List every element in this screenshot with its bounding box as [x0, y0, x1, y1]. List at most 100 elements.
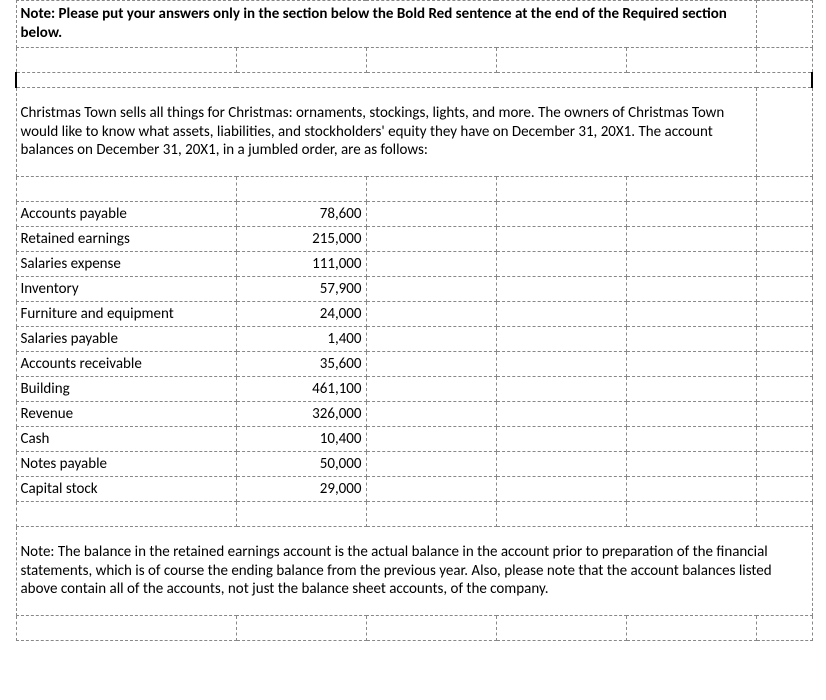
empty-cell [496, 402, 626, 427]
empty-cell [626, 477, 756, 502]
empty-cell [756, 227, 812, 252]
empty-cell [496, 227, 626, 252]
empty-cell [496, 48, 626, 73]
account-row: Revenue 326,000 [16, 402, 812, 427]
empty-cell [626, 352, 756, 377]
empty-cell [496, 302, 626, 327]
account-value: 24,000 [236, 302, 366, 327]
empty-cell [366, 427, 496, 452]
empty-cell [756, 352, 812, 377]
account-value: 111,000 [236, 252, 366, 277]
account-row: Retained earnings 215,000 [16, 227, 812, 252]
empty-cell [366, 327, 496, 352]
account-label: Capital stock [16, 477, 236, 502]
empty-cell [366, 377, 496, 402]
account-row: Salaries expense 111,000 [16, 252, 812, 277]
empty-cell [756, 377, 812, 402]
problem-text: Christmas Town sells all things for Chri… [16, 88, 756, 177]
empty-cell [16, 73, 812, 88]
empty-cell [756, 327, 812, 352]
empty-cell [496, 202, 626, 227]
account-label: Accounts payable [16, 202, 236, 227]
account-value: 35,600 [236, 352, 366, 377]
empty-cell [626, 377, 756, 402]
empty-cell [366, 402, 496, 427]
empty-cell [496, 252, 626, 277]
empty-cell [626, 327, 756, 352]
spacer-row [16, 502, 812, 527]
spacer-row [16, 177, 812, 202]
account-row: Accounts payable 78,600 [16, 202, 812, 227]
empty-cell [756, 502, 812, 527]
account-label: Accounts receivable [16, 352, 236, 377]
account-value: 461,100 [236, 377, 366, 402]
empty-cell [496, 327, 626, 352]
empty-cell [496, 502, 626, 527]
note-bottom-row: Note: The balance in the retained earnin… [16, 527, 812, 616]
empty-cell [756, 402, 812, 427]
empty-cell [626, 202, 756, 227]
account-value: 50,000 [236, 452, 366, 477]
account-row: Furniture and equipment 24,000 [16, 302, 812, 327]
empty-cell [626, 252, 756, 277]
account-row: Capital stock 29,000 [16, 477, 812, 502]
spreadsheet-sheet: Note: Please put your answers only in th… [0, 0, 826, 700]
empty-cell [626, 227, 756, 252]
empty-cell [366, 452, 496, 477]
account-value: 29,000 [236, 477, 366, 502]
empty-cell [756, 177, 812, 202]
empty-cell [366, 352, 496, 377]
account-label: Revenue [16, 402, 236, 427]
empty-cell [626, 502, 756, 527]
empty-cell [366, 477, 496, 502]
gap-row [16, 73, 812, 88]
account-value: 215,000 [236, 227, 366, 252]
empty-cell [626, 277, 756, 302]
empty-cell [626, 177, 756, 202]
account-label: Inventory [16, 277, 236, 302]
empty-cell [366, 252, 496, 277]
account-value: 326,000 [236, 402, 366, 427]
empty-cell [496, 177, 626, 202]
account-label: Building [16, 377, 236, 402]
empty-cell [626, 616, 756, 641]
empty-cell [366, 202, 496, 227]
empty-cell [626, 48, 756, 73]
empty-cell [626, 452, 756, 477]
empty-cell [496, 377, 626, 402]
problem-text-row: Christmas Town sells all things for Chri… [16, 88, 812, 177]
empty-cell [366, 302, 496, 327]
account-row: Accounts receivable 35,600 [16, 352, 812, 377]
empty-cell [496, 477, 626, 502]
empty-cell [496, 277, 626, 302]
empty-cell [366, 502, 496, 527]
note-top-row: Note: Please put your answers only in th… [16, 1, 812, 48]
account-value: 10,400 [236, 427, 366, 452]
account-label: Retained earnings [16, 227, 236, 252]
empty-cell [366, 277, 496, 302]
spacer-row [16, 48, 812, 73]
empty-cell [756, 477, 812, 502]
account-label: Cash [16, 427, 236, 452]
empty-cell [16, 177, 236, 202]
empty-cell [366, 616, 496, 641]
empty-cell [756, 302, 812, 327]
account-label: Furniture and equipment [16, 302, 236, 327]
empty-cell [756, 277, 812, 302]
account-value: 57,900 [236, 277, 366, 302]
account-value: 78,600 [236, 202, 366, 227]
empty-cell [496, 452, 626, 477]
spreadsheet-grid: Note: Please put your answers only in th… [15, 0, 813, 641]
empty-cell [16, 616, 236, 641]
empty-cell [756, 202, 812, 227]
empty-cell [626, 427, 756, 452]
empty-cell [626, 302, 756, 327]
empty-cell [236, 177, 366, 202]
empty-cell [236, 502, 366, 527]
empty-cell [16, 502, 236, 527]
account-row: Notes payable 50,000 [16, 452, 812, 477]
account-row: Building 461,100 [16, 377, 812, 402]
empty-cell [756, 427, 812, 452]
empty-cell [496, 352, 626, 377]
spacer-row [16, 616, 812, 641]
